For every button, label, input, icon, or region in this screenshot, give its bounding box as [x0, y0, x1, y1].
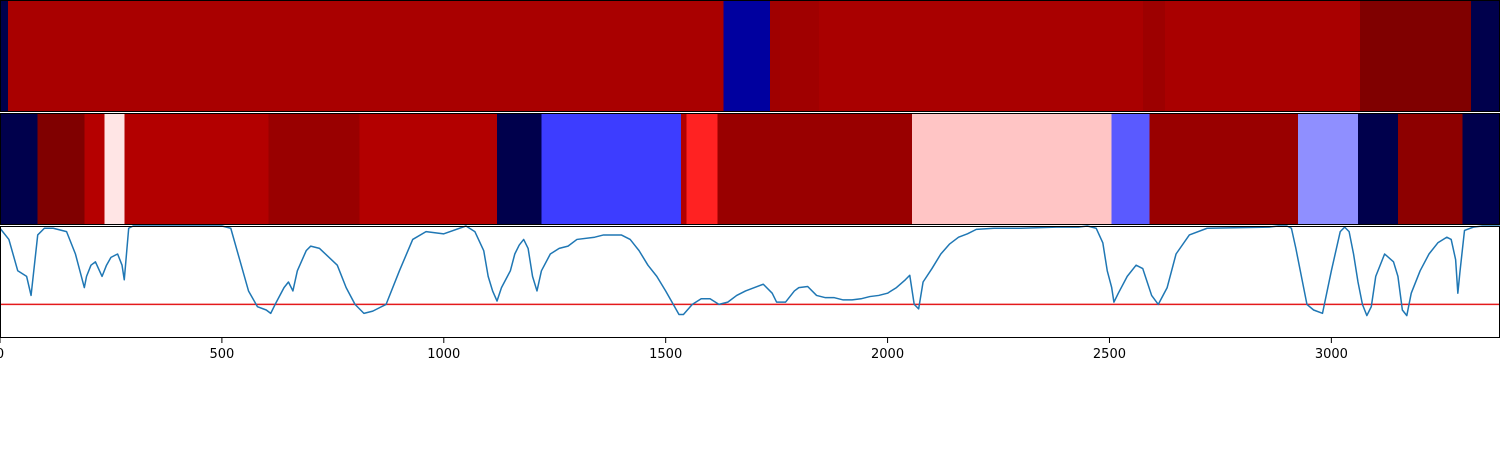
- heatmap-middle-segment-8: [541, 113, 682, 225]
- x-tick-label-4: 2000: [871, 347, 904, 362]
- heatmap-top: [0, 0, 1500, 112]
- heatmap-top-segment-8: [1471, 0, 1500, 112]
- heatmap-top-segment-7: [1360, 0, 1472, 112]
- line-panel: [0, 225, 1500, 338]
- line-panel-background: [0, 226, 1500, 338]
- heatmap-top-segment-2: [723, 0, 771, 112]
- heatmap-middle-segment-11: [717, 113, 913, 225]
- heatmap-middle-segment-6: [359, 113, 498, 225]
- heatmap-top-segment-0: [0, 0, 9, 112]
- heatmap-middle-segment-17: [1397, 113, 1463, 225]
- heatmap-middle-segment-1: [37, 113, 85, 225]
- heatmap-top-segment-5: [1142, 0, 1166, 112]
- series-line-0: [0, 225, 1500, 317]
- x-tick-label-0: 0: [0, 347, 4, 362]
- x-tick-label-6: 3000: [1315, 347, 1348, 362]
- heatmap-top-segment-6: [1164, 0, 1361, 112]
- heatmap-middle-segment-7: [497, 113, 542, 225]
- x-tick-label-1: 500: [209, 347, 234, 362]
- heatmap-middle-segment-10: [686, 113, 719, 225]
- heatmap-middle-segment-2: [84, 113, 105, 225]
- heatmap-middle-segment-16: [1357, 113, 1399, 225]
- x-tick-label-3: 1500: [649, 347, 682, 362]
- heatmap-middle-segment-12: [911, 113, 1113, 225]
- x-tick-label-2: 1000: [427, 347, 460, 362]
- heatmap-top-segment-4: [818, 0, 1144, 112]
- heatmap-top-segment-3: [769, 0, 820, 112]
- heatmap-middle-segment-0: [0, 113, 39, 225]
- heatmap-middle-segment-15: [1298, 113, 1359, 225]
- heatmap-top-segment-1: [7, 0, 724, 112]
- heatmap-middle-segment-13: [1111, 113, 1150, 225]
- heatmap-middle: [0, 113, 1500, 225]
- heatmap-middle-segment-3: [104, 113, 125, 225]
- heatmap-middle-segment-5: [268, 113, 360, 225]
- x-tick-label-5: 2500: [1093, 347, 1126, 362]
- x-axis: 0 500 1000 1500 2000 2500 3000: [0, 338, 1348, 362]
- heatmap-middle-segment-18: [1462, 113, 1500, 225]
- heatmap-middle-segment-9: [681, 113, 688, 225]
- heatmap-middle-segment-14: [1149, 113, 1299, 225]
- heatmap-middle-segment-4: [124, 113, 269, 225]
